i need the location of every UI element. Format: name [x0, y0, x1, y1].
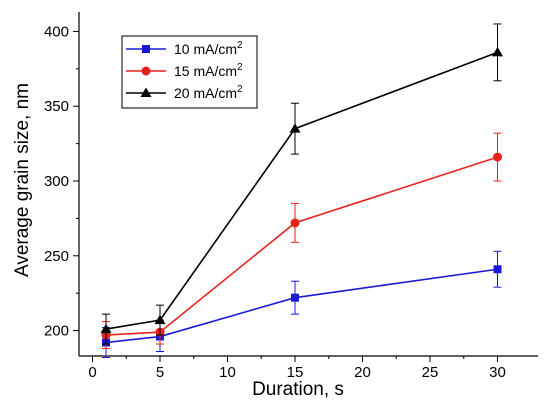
y-tick-label: 400 — [44, 23, 69, 40]
series-3 — [100, 23, 503, 345]
series-1 — [102, 250, 502, 358]
x-axis-title: Duration, s — [252, 379, 344, 400]
data-point — [289, 123, 301, 133]
data-point — [492, 46, 503, 57]
x-tick-label: 10 — [219, 364, 236, 381]
legend-marker — [142, 45, 150, 53]
legend-label: 10 mA/cm2 — [174, 40, 243, 57]
y-tick-label: 350 — [44, 98, 69, 115]
legend-label: 15 mA/cm2 — [174, 62, 243, 79]
series-line — [105, 268, 498, 344]
plot-area: 0 5 10 15 20 25 30 200 250 300 350 400 10 mA/cm2 15 m… — [44, 12, 538, 381]
data-point — [154, 314, 166, 325]
x-tick-label: 0 — [88, 364, 96, 381]
data-point — [291, 293, 299, 302]
y-tick-label: 300 — [44, 173, 69, 190]
legend-label: 20 mA/cm2 — [174, 84, 243, 101]
legend: 10 mA/cm2 15 mA/cm2 20 mA/cm2 — [121, 35, 258, 109]
data-point — [290, 218, 300, 228]
x-tick-label: 20 — [354, 364, 371, 381]
series-line — [105, 156, 498, 336]
y-axis-title: Average grain size, nm — [12, 83, 33, 277]
legend-marker — [141, 66, 151, 76]
series-2 — [101, 132, 502, 350]
x-tick-label: 25 — [422, 364, 439, 381]
x-tick-label: 5 — [156, 364, 164, 381]
series-line — [105, 51, 498, 330]
x-tick-label: 15 — [287, 364, 304, 381]
data-point — [493, 265, 502, 274]
y-tick-label: 250 — [44, 248, 69, 265]
x-tick-label: 30 — [489, 364, 506, 381]
y-tick-label: 200 — [44, 323, 69, 340]
data-point — [100, 323, 112, 334]
data-point — [493, 152, 502, 162]
legend-marker — [140, 87, 152, 97]
